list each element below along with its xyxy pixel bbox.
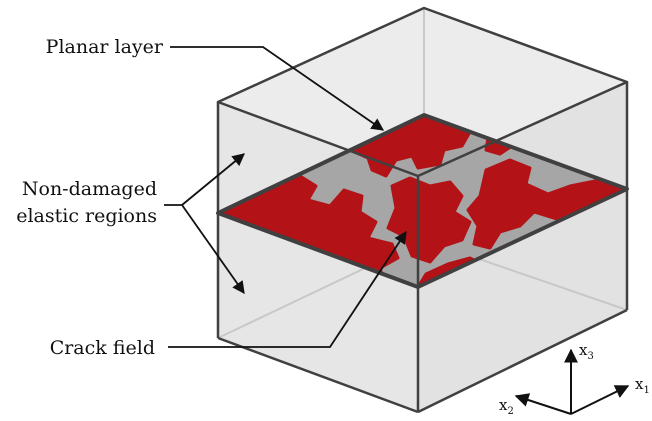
axis-x3-label: x3	[579, 341, 594, 362]
non-damaged-leader-up	[181, 153, 245, 206]
non-damaged-leader-down	[181, 204, 245, 295]
crack-region-center	[386, 176, 472, 264]
box-edges	[216, 6, 629, 414]
annotation-leaders	[164, 46, 407, 348]
planar-layer-leader	[170, 46, 385, 131]
axis-x2-arrow	[514, 393, 572, 415]
box-top-face	[218, 8, 627, 176]
axis-x2-label: x2	[499, 396, 514, 417]
crack-region-east	[466, 158, 627, 250]
non-damaged-label-line2: elastic regions	[16, 205, 157, 227]
coordinate-axes: x3 x1 x2	[499, 341, 650, 417]
crack-field-leader	[168, 230, 407, 348]
axis-x1-arrow	[570, 385, 630, 415]
crack-region-small-1	[328, 224, 352, 248]
planar-layer-label: Planar layer	[46, 36, 164, 58]
non-damaged-label-line1: Non-damaged	[22, 178, 157, 200]
axis-x1-label: x1	[635, 375, 650, 396]
crack-field-label: Crack field	[50, 337, 155, 359]
